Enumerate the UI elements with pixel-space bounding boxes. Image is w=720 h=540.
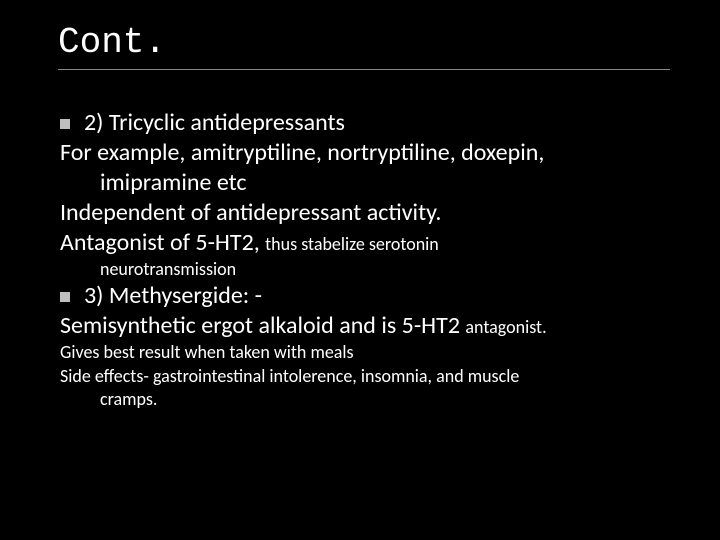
body-line-1b: imipramine etc	[60, 168, 670, 198]
body-line-1: For example, amitryptiline, nortryptilin…	[60, 138, 670, 168]
bullet-item-1: 2) Tricyclic antidepressants	[60, 108, 670, 138]
body-line-3c: neurotransmission	[60, 258, 670, 281]
slide-title: Cont.	[58, 22, 670, 63]
body-line-6: Side effects- gastrointestinal intoleren…	[60, 365, 670, 388]
body-line-3b: thus stabelize serotonin	[265, 233, 439, 255]
bullet-1-text: 2) Tricyclic antidepressants	[84, 108, 670, 138]
square-bullet-icon	[60, 119, 70, 129]
bullet-2-text: 3) Methysergide: -	[84, 281, 670, 311]
title-underline	[58, 69, 670, 70]
body-line-3: Antagonist of 5-HT2, thus stabelize sero…	[60, 228, 670, 258]
slide: Cont. 2) Tricyclic antidepressants For e…	[0, 0, 720, 540]
body-line-4a: Semisynthetic ergot alkaloid and is 5-HT…	[60, 311, 465, 340]
body-line-4b: antagonist.	[465, 316, 546, 338]
body-line-3a: Antagonist of 5-HT2,	[60, 228, 265, 257]
body-line-6b: cramps.	[60, 388, 670, 411]
bullet-item-2: 3) Methysergide: -	[60, 281, 670, 311]
slide-content: 2) Tricyclic antidepressants For example…	[58, 108, 670, 412]
body-line-5: Gives best result when taken with meals	[60, 341, 670, 364]
body-line-4: Semisynthetic ergot alkaloid and is 5-HT…	[60, 311, 670, 341]
square-bullet-icon	[60, 292, 70, 302]
body-line-2: Independent of antidepressant activity.	[60, 198, 670, 228]
